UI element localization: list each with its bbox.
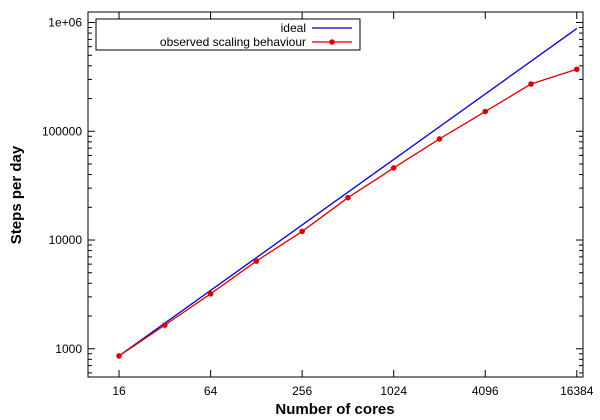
axis-ticks: 16 64 256 1024 4096 16384 1000 10000 100000 1e+06	[42, 12, 594, 398]
series-line-1	[118, 68, 577, 357]
data-point	[162, 322, 168, 328]
data-point	[345, 194, 351, 201]
data-point	[299, 228, 305, 235]
x-tick-label: 4096	[472, 384, 499, 398]
x-tick-label: 16384	[560, 384, 594, 398]
x-axis-title: Number of cores	[275, 401, 394, 418]
data-point	[207, 291, 214, 297]
legend-box	[95, 18, 361, 51]
data-point	[482, 108, 489, 115]
x-tick-label: 64	[204, 384, 218, 398]
legend-label-ideal: ideal	[281, 21, 306, 35]
x-tick-label: 1024	[380, 384, 407, 398]
legend-label-observed: observed scaling behaviour	[160, 35, 306, 49]
y-tick-label: 1e+06	[48, 16, 82, 30]
y-tick-label: 1000	[55, 342, 82, 356]
data-point	[573, 66, 580, 73]
data-point	[253, 258, 260, 264]
y-tick-label: 10000	[49, 233, 83, 247]
data-point	[116, 353, 122, 359]
data-point	[528, 81, 534, 87]
legend-marker-observed	[329, 39, 335, 45]
series-line-0	[118, 28, 578, 357]
x-tick-label: 256	[292, 384, 312, 398]
legend: ideal observed scaling behaviour	[95, 18, 361, 51]
data-point	[390, 165, 397, 171]
data-series	[116, 28, 580, 359]
plot-frame	[87, 11, 584, 378]
y-axis-title: Steps per day	[8, 145, 25, 244]
y-tick-label: 100000	[42, 124, 82, 138]
x-tick-label: 16	[112, 384, 126, 398]
data-point	[436, 136, 443, 142]
